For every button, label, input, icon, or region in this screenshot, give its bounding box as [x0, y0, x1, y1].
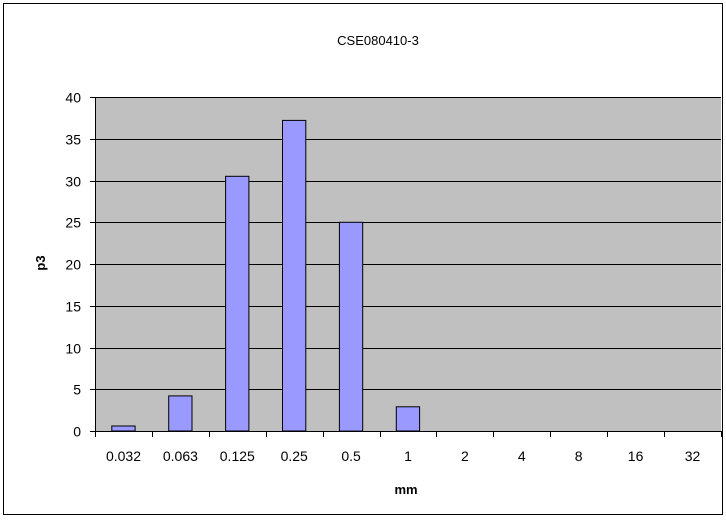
bar [395, 406, 421, 432]
x-tick-label: 0.063 [163, 448, 198, 464]
x-tick-label: 1 [404, 448, 412, 464]
bar [111, 425, 136, 432]
y-tick-label: 10 [65, 341, 81, 357]
x-tick-label: 2 [461, 448, 469, 464]
bar [225, 175, 250, 432]
bar [282, 119, 307, 432]
bar [338, 221, 364, 432]
y-tick-label: 20 [65, 257, 81, 273]
x-axis-title: mm [394, 482, 417, 497]
bar [168, 395, 193, 432]
y-tick-label: 40 [65, 90, 81, 106]
y-tick-label: 25 [65, 215, 81, 231]
x-tick-label: 0.032 [106, 448, 141, 464]
x-tick-label: 4 [518, 448, 526, 464]
x-tick-label: 0.25 [281, 448, 308, 464]
y-tick-label: 0 [73, 424, 81, 440]
y-tick-label: 5 [73, 382, 81, 398]
x-tick-label: 0.5 [341, 448, 361, 464]
y-tick-label: 30 [65, 174, 81, 190]
y-tick-label: 15 [65, 299, 81, 315]
y-axis-title: p3 [33, 255, 48, 270]
plot-area: 0 5 10 15 20 25 30 35 40 0.032 0.063 0.125 0.25 0.5 1 2… [65, 90, 722, 464]
chart-title: CSE080410-3 [337, 33, 419, 48]
x-tick-label: 16 [628, 448, 644, 464]
x-tick-label: 8 [575, 448, 583, 464]
y-tick-label: 35 [65, 132, 81, 148]
x-tick-label: 0.125 [220, 448, 255, 464]
x-tick-label: 32 [685, 448, 701, 464]
